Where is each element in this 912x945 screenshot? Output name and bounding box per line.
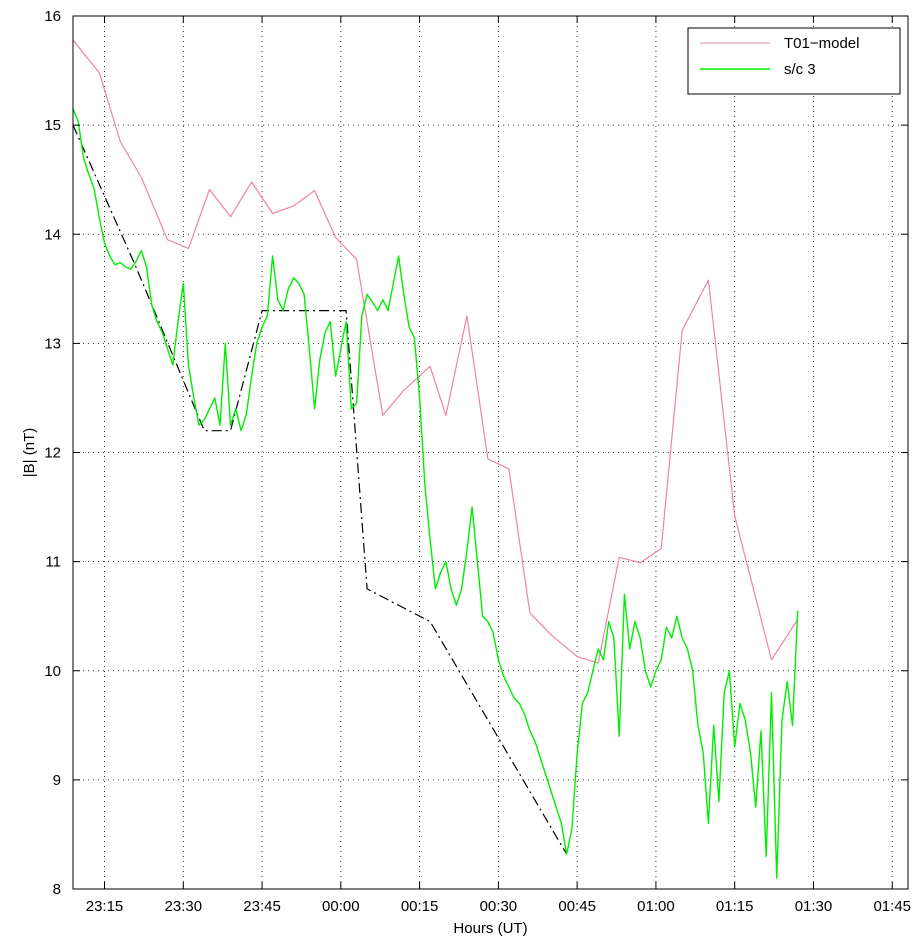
legend-label-sc3: s/c 3 xyxy=(784,61,816,78)
x-tick-label: 01:30 xyxy=(795,898,833,915)
x-tick-label: 00:45 xyxy=(558,898,596,915)
legend: T01−model s/c 3 xyxy=(687,27,901,95)
y-tick-label: 15 xyxy=(44,117,61,134)
x-tick-label: 00:15 xyxy=(401,898,439,915)
legend-label-model: T01−model xyxy=(784,35,859,52)
x-axis-label: Hours (UT) xyxy=(453,920,527,937)
x-tick-label: 23:45 xyxy=(243,898,281,915)
ticks: 23:15 23:30 23:45 00:00 00:15 00:30 00:45 01:00… xyxy=(44,8,911,915)
y-tick-label: 16 xyxy=(44,8,61,25)
grid xyxy=(73,16,908,889)
y-tick-label: 8 xyxy=(53,881,61,898)
x-tick-label: 00:30 xyxy=(480,898,518,915)
x-tick-label: 23:30 xyxy=(165,898,203,915)
y-tick-label: 13 xyxy=(44,335,61,352)
y-tick-label: 9 xyxy=(53,772,61,789)
x-tick-label: 01:15 xyxy=(716,898,754,915)
x-tick-label: 01:45 xyxy=(873,898,911,915)
y-tick-label: 10 xyxy=(44,663,61,680)
x-tick-label: 23:15 xyxy=(86,898,124,915)
y-tick-label: 14 xyxy=(44,226,61,243)
legend-box xyxy=(687,27,901,95)
y-tick-label: 11 xyxy=(45,554,61,571)
y-tick-label: 12 xyxy=(44,445,61,462)
x-tick-label: 00:00 xyxy=(322,898,360,915)
x-tick-label: 01:00 xyxy=(637,898,675,915)
series-layer xyxy=(72,39,799,879)
y-axis-label: |B| (nT) xyxy=(21,428,38,477)
